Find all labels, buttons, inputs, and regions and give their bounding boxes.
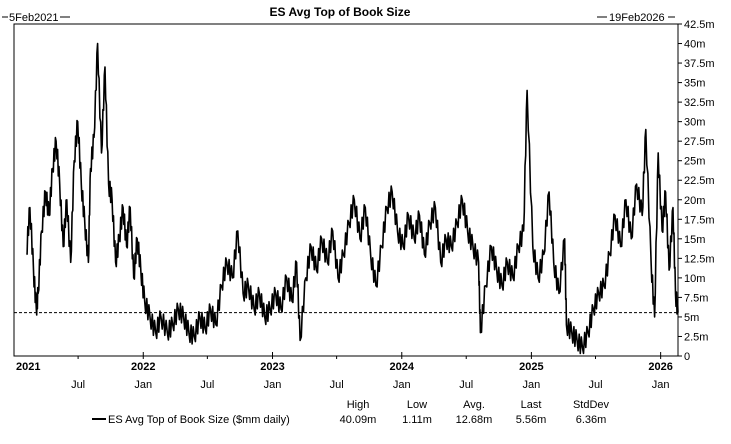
stat-last-label: Last bbox=[521, 399, 542, 411]
x-month-label: Jan bbox=[134, 379, 152, 391]
y-tick-label: 15m bbox=[684, 234, 705, 246]
stat-low-value: 1.11m bbox=[402, 414, 432, 426]
stat-avg-label: Avg. bbox=[463, 399, 485, 411]
y-tick-label: 2.5m bbox=[684, 331, 708, 343]
x-year-label: 2021 bbox=[16, 361, 40, 373]
stat-avg-value: 12.68m bbox=[456, 414, 493, 426]
y-tick-label: 17.5m bbox=[684, 214, 715, 226]
x-month-label: Jan bbox=[652, 379, 670, 391]
x-axis: 2021 Jul Jan 2022 Jul Jan 2023 Jul Jan 2024 Jul Jan… bbox=[13, 352, 673, 391]
x-month-label: Jul bbox=[200, 379, 214, 391]
x-year-label: 2025 bbox=[519, 361, 543, 373]
start-date-marker: 5Feb2021 bbox=[2, 12, 70, 24]
y-tick-label: 5m bbox=[684, 312, 699, 324]
stat-low-label: Low bbox=[407, 399, 427, 411]
stat-stddev-label: StdDev bbox=[573, 399, 610, 411]
y-axis: 0 2.5m 5m 7.5m 10m 12.5m 15m 17.5m 20m 22.5m 25m 27… bbox=[678, 19, 715, 363]
plot-frame bbox=[13, 23, 679, 357]
y-tick-label: 35m bbox=[684, 78, 705, 90]
stat-stddev-value: 6.36m bbox=[576, 414, 607, 426]
stat-high-value: 40.09m bbox=[340, 414, 377, 426]
end-date-marker: 19Feb2026 bbox=[597, 12, 675, 24]
stat-last-value: 5.56m bbox=[516, 414, 547, 426]
y-tick-label: 37.5m bbox=[684, 58, 715, 70]
x-month-label: Jul bbox=[588, 379, 602, 391]
stat-high-label: High bbox=[347, 399, 370, 411]
x-year-label: 2026 bbox=[648, 361, 672, 373]
y-tick-label: 25m bbox=[684, 156, 705, 168]
end-date-label: 19Feb2026 bbox=[609, 12, 665, 24]
x-month-label: Jul bbox=[71, 379, 85, 391]
y-tick-label: 0 bbox=[684, 351, 690, 363]
y-tick-label: 20m bbox=[684, 195, 705, 207]
y-tick-label: 12.5m bbox=[684, 253, 715, 265]
x-year-label: 2023 bbox=[260, 361, 284, 373]
x-month-label: Jan bbox=[264, 379, 282, 391]
y-tick-label: 42.5m bbox=[684, 19, 715, 31]
x-month-label: Jul bbox=[330, 379, 344, 391]
y-tick-label: 27.5m bbox=[684, 136, 715, 148]
series-layer bbox=[26, 42, 679, 355]
y-tick-label: 32.5m bbox=[684, 97, 715, 109]
x-year-label: 2024 bbox=[390, 361, 415, 373]
y-tick-label: 40m bbox=[684, 39, 705, 51]
y-tick-label: 22.5m bbox=[684, 175, 715, 187]
y-tick-label: 10m bbox=[684, 273, 705, 285]
stats-table: High 40.09m Low 1.11m Avg. 12.68m Last 5… bbox=[340, 399, 610, 426]
legend-label: ES Avg Top of Book Size ($mm daily) bbox=[108, 414, 290, 426]
x-year-label: 2022 bbox=[131, 361, 155, 373]
y-tick-label: 7.5m bbox=[684, 292, 708, 304]
x-month-label: Jan bbox=[523, 379, 541, 391]
x-month-label: Jan bbox=[393, 379, 411, 391]
chart-title: ES Avg Top of Book Size bbox=[270, 5, 411, 19]
series-line bbox=[26, 42, 679, 355]
start-date-label: 5Feb2021 bbox=[9, 12, 59, 24]
x-month-label: Jul bbox=[459, 379, 473, 391]
legend: ES Avg Top of Book Size ($mm daily) bbox=[92, 414, 290, 426]
y-tick-label: 30m bbox=[684, 117, 705, 129]
